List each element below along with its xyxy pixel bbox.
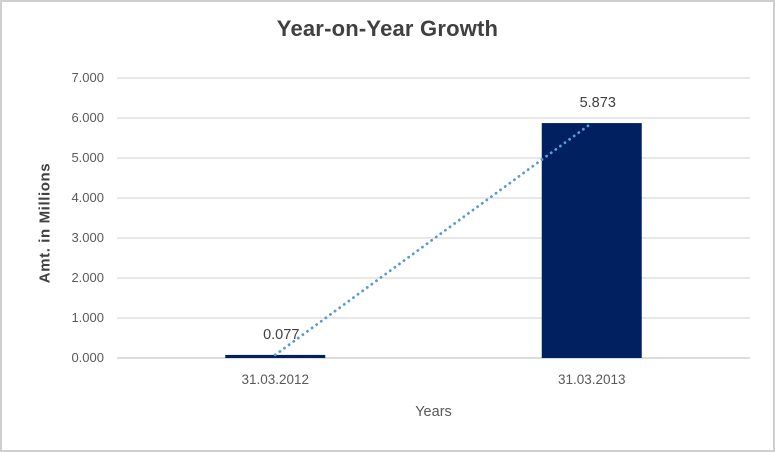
y-tick-label: 0.000 [71,350,104,365]
y-tick-label: 7.000 [71,70,104,85]
bar [541,123,642,358]
y-tick-label: 3.000 [71,230,104,245]
x-tick-label: 31.03.2012 [241,372,310,387]
x-tick-label: 31.03.2013 [557,372,626,387]
y-tick-label: 1.000 [71,310,104,325]
chart-title: Year-on-Year Growth [276,16,499,41]
x-axis-title: Years [415,404,452,420]
bar-value-label: 0.077 [263,326,300,343]
bar-value-label: 5.873 [579,95,616,112]
y-tick-label: 2.000 [71,270,104,285]
bar [225,354,326,358]
y-tick-label: 5.000 [71,150,104,165]
y-tick-label: 6.000 [71,110,104,125]
y-tick-label: 4.000 [71,190,104,205]
